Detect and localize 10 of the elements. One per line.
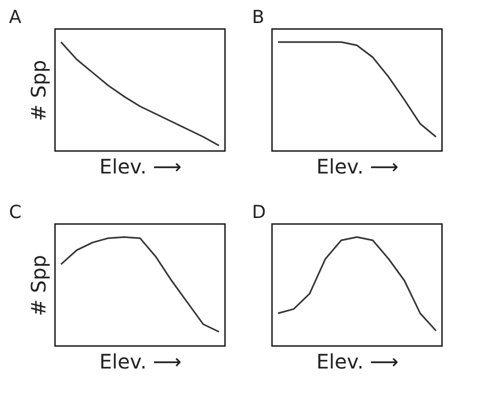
chart-title: D (252, 202, 266, 223)
x-axis-title: Elev. ⟶ (99, 350, 182, 374)
x-axis-title: Elev. ⟶ (99, 154, 182, 178)
chart-title: B (252, 7, 264, 28)
y-axis-title: # Spp (26, 254, 50, 316)
chart-title: C (9, 202, 22, 223)
y-axis-title: # Spp (26, 60, 50, 122)
x-axis-title: Elev. ⟶ (316, 350, 399, 374)
chart-title: A (9, 7, 22, 28)
x-axis-title: Elev. ⟶ (316, 154, 399, 178)
